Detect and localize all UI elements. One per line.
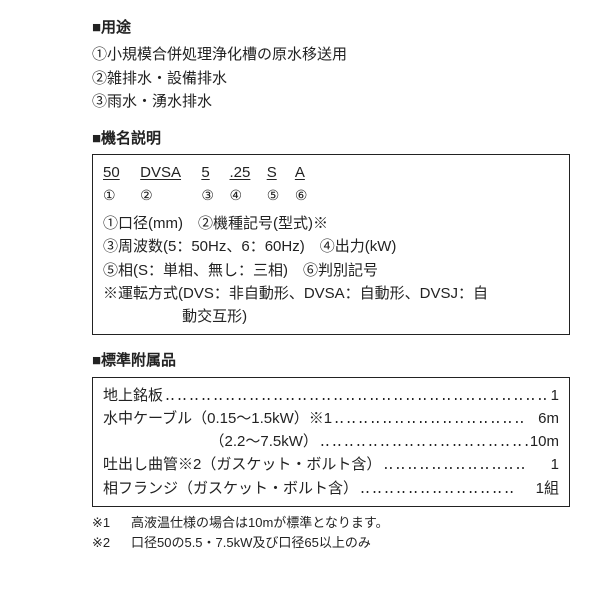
code-seg-bot: ② [140, 185, 191, 207]
model-line: ③周波数(5：50Hz、6：60Hz) ④出力(kW) [103, 235, 559, 258]
footnote-mark: ※2 [92, 533, 131, 553]
footnotes: ※1 高液温仕様の場合は10mが標準となります。 ※2 口径50の5.5・7.5… [92, 513, 570, 553]
model-code-row: 50 ① DVSA ② 5 ③ .25 ④ S ⑤ A ⑥ [103, 161, 559, 206]
code-seg-top: .25 [230, 161, 251, 184]
accessory-value: 6m [538, 407, 559, 430]
accessory-row: 相フランジ（ガスケット・ボルト含） ‥‥‥‥‥‥‥‥‥‥‥‥‥ 1組 [103, 477, 559, 500]
code-seg-top: DVSA [140, 161, 181, 184]
code-seg-bot: ① [103, 185, 130, 207]
leader-dots: ‥‥‥‥‥‥‥‥‥‥‥‥‥‥‥‥‥‥‥‥‥‥‥‥‥‥‥‥‥‥‥‥ [163, 384, 551, 407]
leader-dots: ‥‥‥‥‥‥‥‥‥‥‥‥‥‥‥‥‥‥‥‥ [318, 430, 530, 453]
code-seg-top: A [295, 161, 305, 184]
accessory-value: 1 [551, 453, 559, 476]
accessory-row: 水中ケーブル（0.15〜1.5kW）※1 ‥‥‥‥‥‥‥‥‥‥‥‥‥‥‥‥ 6m [103, 407, 559, 430]
code-seg-bot: ③ [201, 185, 219, 207]
code-seg-bot: ④ [230, 185, 257, 207]
accessory-row: 吐出し曲管※2（ガスケット・ボルト含） ‥‥‥‥‥‥‥‥‥‥‥‥ 1 [103, 453, 559, 476]
accessory-value: 1 [551, 384, 559, 407]
code-seg-bot: ⑤ [267, 185, 285, 207]
accessory-value: 1組 [536, 477, 559, 500]
accessory-label: 水中ケーブル（0.15〜1.5kW）※1 [103, 407, 332, 430]
model-line: ※運転方式(DVS：非自動形、DVSA：自動形、DVSJ：自 [103, 282, 559, 305]
model-line: ①口径(mm) ②機種記号(型式)※ [103, 212, 559, 235]
leader-dots: ‥‥‥‥‥‥‥‥‥‥‥‥‥‥‥‥ [332, 407, 538, 430]
usage-item: ③雨水・湧水排水 [92, 90, 570, 113]
footnote-mark: ※1 [92, 513, 131, 533]
leader-dots: ‥‥‥‥‥‥‥‥‥‥‥‥‥ [358, 477, 536, 500]
accessory-label: 吐出し曲管※2（ガスケット・ボルト含） [103, 453, 381, 476]
footnote-text: 高液温仕様の場合は10mが標準となります。 [131, 513, 389, 533]
accessory-value: 10m [530, 430, 559, 453]
model-explain-box: 50 ① DVSA ② 5 ③ .25 ④ S ⑤ A ⑥ [92, 154, 570, 335]
accessories-box: 地上銘板 ‥‥‥‥‥‥‥‥‥‥‥‥‥‥‥‥‥‥‥‥‥‥‥‥‥‥‥‥‥‥‥‥ 1 … [92, 377, 570, 507]
accessory-label: 地上銘板 [103, 384, 163, 407]
model-line: ⑤相(S：単相、無し：三相) ⑥判別記号 [103, 259, 559, 282]
code-seg-top: 50 [103, 161, 120, 184]
code-seg-top: 5 [201, 161, 209, 184]
code-seg-top: S [267, 161, 277, 184]
accessory-label: （2.2〜7.5kW） [210, 430, 318, 453]
code-seg-bot: ⑥ [295, 185, 313, 207]
usage-item: ①小規模合併処理浄化槽の原水移送用 [92, 43, 570, 66]
section-title-accessories: ■標準附属品 [92, 349, 570, 372]
leader-dots: ‥‥‥‥‥‥‥‥‥‥‥‥ [381, 453, 550, 476]
accessory-label: 相フランジ（ガスケット・ボルト含） [103, 477, 358, 500]
section-title-usage: ■用途 [92, 16, 570, 39]
model-line: 動交互形) [103, 305, 559, 328]
footnote-text: 口径50の5.5・7.5kW及び口径65以上のみ [131, 533, 371, 553]
accessory-row: 地上銘板 ‥‥‥‥‥‥‥‥‥‥‥‥‥‥‥‥‥‥‥‥‥‥‥‥‥‥‥‥‥‥‥‥ 1 [103, 384, 559, 407]
accessory-row: （2.2〜7.5kW） ‥‥‥‥‥‥‥‥‥‥‥‥‥‥‥‥‥‥‥‥ 10m [103, 430, 559, 453]
section-title-model: ■機名説明 [92, 127, 570, 150]
usage-item: ②雑排水・設備排水 [92, 67, 570, 90]
